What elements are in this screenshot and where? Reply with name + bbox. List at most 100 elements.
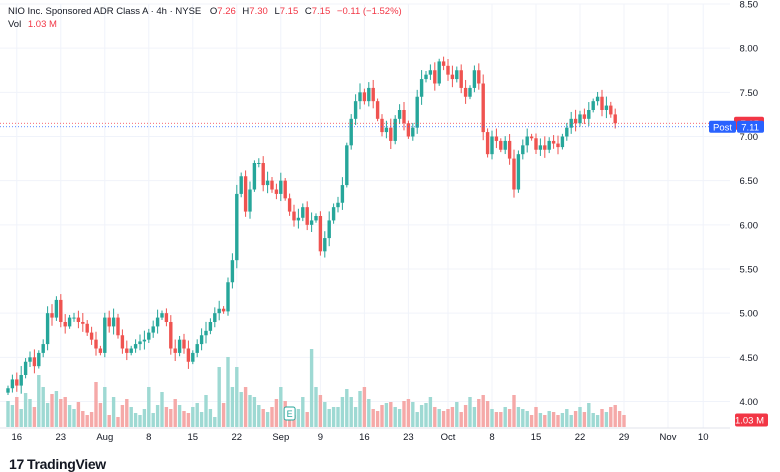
volume-bar — [353, 407, 358, 427]
volume-bar — [50, 394, 54, 427]
volume-bar — [85, 415, 89, 427]
candle-body — [133, 344, 138, 349]
volume-bar — [111, 397, 116, 427]
tradingview-logo[interactable]: 17 TradingView — [9, 456, 106, 472]
candle-body — [424, 74, 428, 80]
candle-body — [331, 207, 336, 221]
post-price-tag — [737, 120, 764, 133]
volume-bar — [191, 407, 195, 427]
candle-body — [28, 357, 32, 362]
volume-bar — [490, 409, 494, 427]
volume-bar — [23, 393, 28, 427]
candle-body — [243, 176, 248, 212]
candle-body — [543, 145, 547, 150]
low-value: 7.15 — [279, 6, 299, 17]
high-value: 7.30 — [249, 6, 268, 17]
candle-body — [441, 61, 446, 66]
candle-body — [402, 110, 406, 124]
volume-bar — [177, 405, 182, 427]
x-tick-label: 23 — [56, 432, 67, 443]
candle-body — [358, 92, 362, 102]
volume-bar — [485, 401, 490, 427]
volume-bar — [521, 409, 525, 427]
candle-body — [186, 348, 191, 362]
candle-body — [85, 323, 89, 333]
volume-bar — [600, 409, 604, 427]
volume-bar — [72, 409, 76, 427]
candle-body — [296, 217, 301, 221]
y-tick-label: 5.00 — [740, 309, 759, 320]
candle-body — [494, 136, 499, 141]
earnings-marker-label: E — [287, 409, 293, 419]
volume-bar — [59, 399, 63, 427]
volume-bar — [107, 415, 111, 427]
volume-bar — [204, 395, 208, 427]
volume-bar — [226, 357, 230, 427]
volume-bar — [173, 399, 177, 427]
volume-bar — [323, 402, 327, 427]
candle-body — [239, 176, 243, 194]
candle-body — [353, 101, 358, 119]
volume-bar — [213, 417, 217, 427]
x-tick-label: 22 — [575, 432, 586, 443]
x-tick-label: 22 — [232, 432, 243, 443]
volume-bar — [472, 407, 477, 427]
candle-body — [551, 140, 556, 144]
volume-bar — [155, 405, 160, 427]
candle-body — [120, 335, 125, 349]
volume-bar — [142, 409, 147, 427]
candle-body — [428, 70, 433, 75]
volume-bar — [371, 409, 375, 427]
candle-body — [226, 282, 230, 312]
candle-body — [248, 189, 252, 212]
volume-bar — [230, 387, 235, 427]
candle-body — [292, 211, 296, 221]
candle-body — [81, 322, 85, 324]
volume-label: Vol — [8, 19, 22, 30]
candle-body — [472, 70, 477, 88]
candle-body — [50, 313, 54, 318]
x-tick-label: 29 — [619, 432, 630, 443]
candle-body — [169, 322, 173, 349]
candle-body — [125, 348, 129, 353]
volume-bar — [525, 411, 529, 427]
candle-body — [142, 339, 147, 342]
volume-bar — [81, 411, 85, 427]
candle-body — [191, 352, 195, 362]
candle-body — [565, 127, 569, 137]
candle-body — [305, 207, 309, 225]
volume-bar — [164, 407, 169, 427]
candle-body — [512, 158, 516, 190]
candle-body — [397, 110, 402, 119]
candle-body — [485, 132, 490, 155]
volume-bar — [433, 407, 437, 427]
earnings-marker — [283, 406, 296, 421]
volume-bar — [336, 407, 340, 427]
volume-bar — [578, 407, 582, 427]
volume-bar — [94, 382, 98, 427]
candle-body — [208, 322, 213, 331]
candle-body — [252, 163, 257, 190]
candle-body — [318, 216, 323, 252]
candle-body — [415, 96, 419, 128]
volume-bar — [591, 413, 595, 427]
volume-bar — [103, 387, 107, 427]
candle-body — [437, 61, 441, 84]
candle-body — [340, 185, 345, 203]
volume-bar — [345, 389, 349, 427]
candle-body — [336, 202, 340, 208]
candle-body — [98, 348, 103, 353]
volume-bar — [129, 407, 133, 427]
volume-bar — [314, 387, 318, 427]
candle-body — [371, 87, 375, 102]
candle-body — [221, 308, 226, 312]
candle-body — [591, 101, 595, 110]
volume-bar — [411, 402, 415, 427]
candle-body — [547, 140, 551, 150]
candle-body — [446, 65, 450, 75]
post-label: Post — [713, 122, 732, 133]
open-value: 7.26 — [217, 6, 236, 17]
volume-bar — [384, 403, 389, 427]
candle-body — [116, 317, 120, 336]
